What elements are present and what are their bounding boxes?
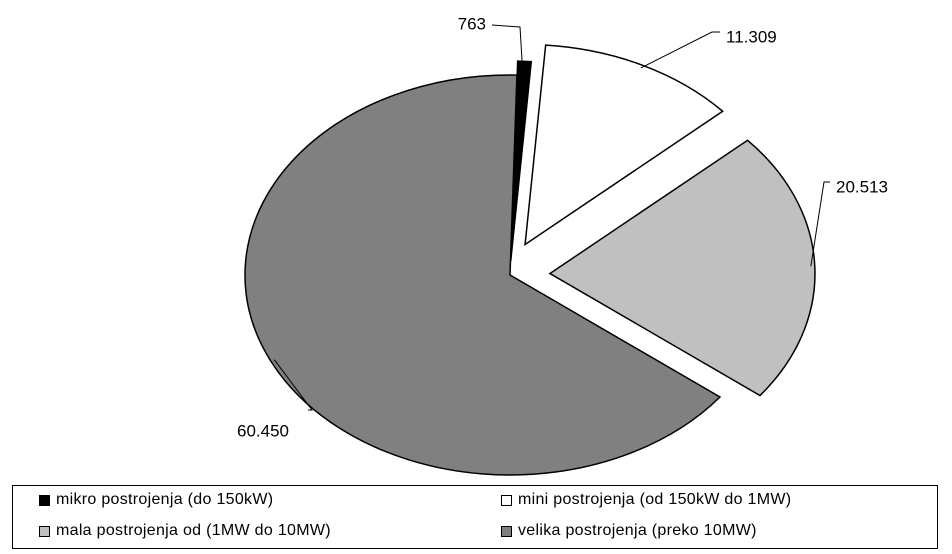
legend-label-mala: mala postrojenja od (1MW do 10MW) bbox=[56, 522, 331, 539]
data-label-mikro: 763 bbox=[458, 14, 486, 33]
legend-swatch-mala bbox=[39, 525, 50, 537]
pie-slice-mikro bbox=[509, 60, 533, 262]
legend-label-mikro: mikro postrojenja (do 150kW) bbox=[56, 491, 274, 508]
legend-swatch-velika bbox=[501, 525, 512, 537]
pie-chart: 763 11.309 20.513 60.450 bbox=[237, 14, 888, 476]
data-label-velika: 60.450 bbox=[237, 421, 289, 440]
legend-item-velika: velika postrojenja (preko 10MW) bbox=[501, 522, 757, 540]
data-label-mala: 20.513 bbox=[836, 177, 888, 196]
legend: mikro postrojenja (do 150kW) mini postro… bbox=[12, 485, 938, 549]
data-labels: 763 11.309 20.513 60.450 bbox=[237, 14, 888, 440]
data-label-mini: 11.309 bbox=[726, 27, 777, 46]
pie-slice-velika bbox=[244, 74, 722, 476]
pie-slice-mini bbox=[524, 44, 724, 247]
pie-slice-mala bbox=[548, 139, 816, 397]
leader-line-mikro bbox=[491, 24, 523, 65]
leader-line-mala bbox=[810, 181, 830, 267]
legend-label-mini: mini postrojenja (od 150kW do 1MW) bbox=[518, 491, 792, 508]
legend-swatch-mini bbox=[501, 494, 512, 506]
pie-slices bbox=[244, 44, 816, 476]
legend-item-mala: mala postrojenja od (1MW do 10MW) bbox=[39, 522, 331, 540]
legend-swatch-mikro bbox=[39, 494, 50, 506]
legend-label-velika: velika postrojenja (preko 10MW) bbox=[518, 522, 757, 539]
leader-lines bbox=[273, 24, 830, 411]
leader-line-mini bbox=[640, 31, 720, 69]
legend-item-mini: mini postrojenja (od 150kW do 1MW) bbox=[501, 491, 791, 509]
legend-item-mikro: mikro postrojenja (do 150kW) bbox=[39, 491, 273, 509]
leader-line-velika bbox=[273, 359, 313, 411]
